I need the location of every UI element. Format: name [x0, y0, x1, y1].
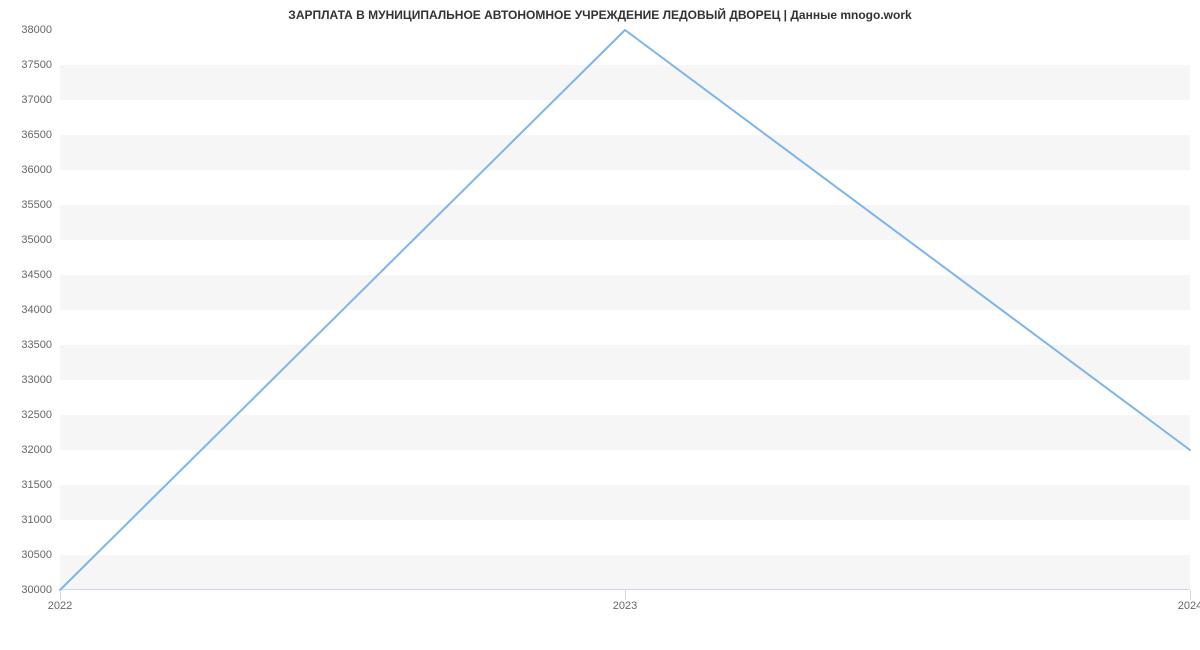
x-tick-mark — [60, 590, 61, 600]
y-tick-label: 36000 — [21, 164, 52, 176]
y-tick-label: 32500 — [21, 409, 52, 421]
y-tick-label: 30000 — [21, 584, 52, 596]
salary-chart: ЗАРПЛАТА В МУНИЦИПАЛЬНОЕ АВТОНОМНОЕ УЧРЕ… — [0, 0, 1200, 650]
x-tick-label: 2022 — [48, 600, 72, 612]
x-tick-mark — [625, 590, 626, 600]
series-line — [60, 30, 1190, 590]
x-tick-mark — [1190, 590, 1191, 600]
plot-area: 3000030500310003150032000325003300033500… — [60, 30, 1190, 590]
chart-title: ЗАРПЛАТА В МУНИЦИПАЛЬНОЕ АВТОНОМНОЕ УЧРЕ… — [0, 8, 1200, 22]
y-tick-label: 37500 — [21, 59, 52, 71]
y-tick-label: 35500 — [21, 199, 52, 211]
y-tick-label: 30500 — [21, 549, 52, 561]
y-tick-label: 31000 — [21, 514, 52, 526]
line-series — [60, 30, 1190, 590]
y-tick-label: 32000 — [21, 444, 52, 456]
y-tick-label: 33000 — [21, 374, 52, 386]
y-tick-label: 36500 — [21, 129, 52, 141]
y-tick-label: 31500 — [21, 479, 52, 491]
y-tick-label: 38000 — [21, 24, 52, 36]
y-tick-label: 34500 — [21, 269, 52, 281]
y-tick-label: 37000 — [21, 94, 52, 106]
y-tick-label: 33500 — [21, 339, 52, 351]
x-tick-label: 2024 — [1178, 600, 1200, 612]
y-tick-label: 35000 — [21, 234, 52, 246]
y-tick-label: 34000 — [21, 304, 52, 316]
x-tick-label: 2023 — [613, 600, 637, 612]
